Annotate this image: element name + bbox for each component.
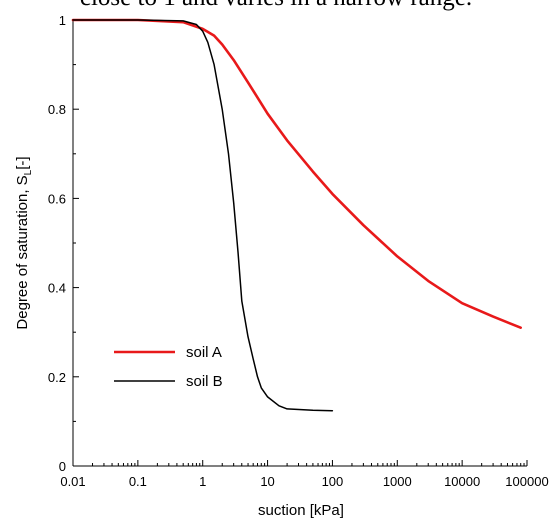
axes [72, 20, 527, 467]
y-tick-label: 0.8 [48, 102, 66, 117]
y-tick-label: 0.6 [48, 191, 66, 206]
x-tick-label: 10000 [444, 474, 480, 489]
x-tick-label: 1000 [383, 474, 412, 489]
x-tick-label: 100000 [505, 474, 548, 489]
legend-label-soil-a: soil A [186, 344, 222, 361]
y-axis-label-end: [-] [14, 156, 31, 169]
y-axis-label: Degree of saturation, SL[-] [14, 156, 34, 329]
legend: soil A soil B [114, 344, 223, 390]
x-tick-label: 10 [260, 474, 274, 489]
caption-fragment: close to 1 and varies in a narrow range. [0, 0, 552, 18]
y-axis-label-main: Degree of saturation, S [14, 175, 31, 329]
series-line-soil-b [72, 19, 334, 412]
x-tick-label: 0.01 [60, 474, 85, 489]
y-tick-label: 0 [59, 459, 66, 474]
x-tick-label: 1 [199, 474, 206, 489]
x-axis-label: suction [kPa] [258, 502, 344, 519]
series-group [71, 18, 523, 412]
y-tick-label: 0.4 [48, 281, 66, 296]
y-tick-label: 0.2 [48, 370, 66, 385]
x-tick-label: 0.1 [129, 474, 147, 489]
x-tick-label: 100 [322, 474, 344, 489]
y-tick-label: 1 [59, 13, 66, 28]
series-line-soil-a [71, 18, 523, 330]
legend-label-soil-b: soil B [186, 373, 223, 390]
y-axis-label-subscript: L [23, 169, 34, 175]
axis-ticks: 0.01 0.1 1 10 100 1000 10000 100000 0 0.2 0.4 0.6 0.… [48, 13, 549, 489]
